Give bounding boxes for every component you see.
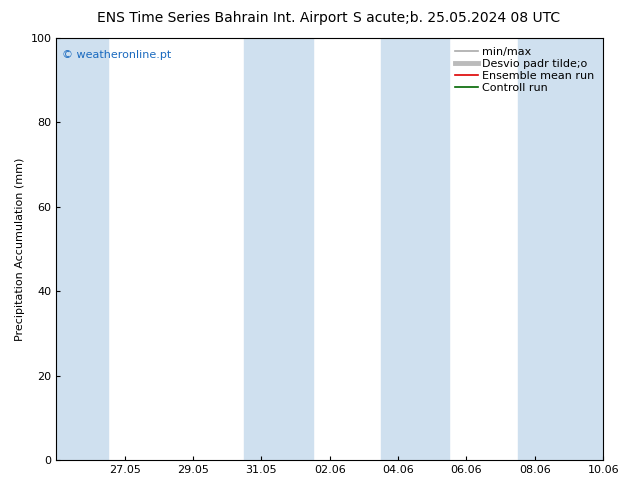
Bar	[381, 38, 450, 460]
Text: S acute;b. 25.05.2024 08 UTC: S acute;b. 25.05.2024 08 UTC	[353, 11, 560, 25]
Bar	[244, 38, 313, 460]
Bar	[518, 38, 603, 460]
Bar	[56, 38, 108, 460]
Legend: min/max, Desvio padr tilde;o, Ensemble mean run, Controll run: min/max, Desvio padr tilde;o, Ensemble m…	[452, 43, 598, 97]
Text: ENS Time Series Bahrain Int. Airport: ENS Time Series Bahrain Int. Airport	[96, 11, 347, 25]
Y-axis label: Precipitation Accumulation (mm): Precipitation Accumulation (mm)	[15, 157, 25, 341]
Text: © weatheronline.pt: © weatheronline.pt	[62, 50, 171, 60]
